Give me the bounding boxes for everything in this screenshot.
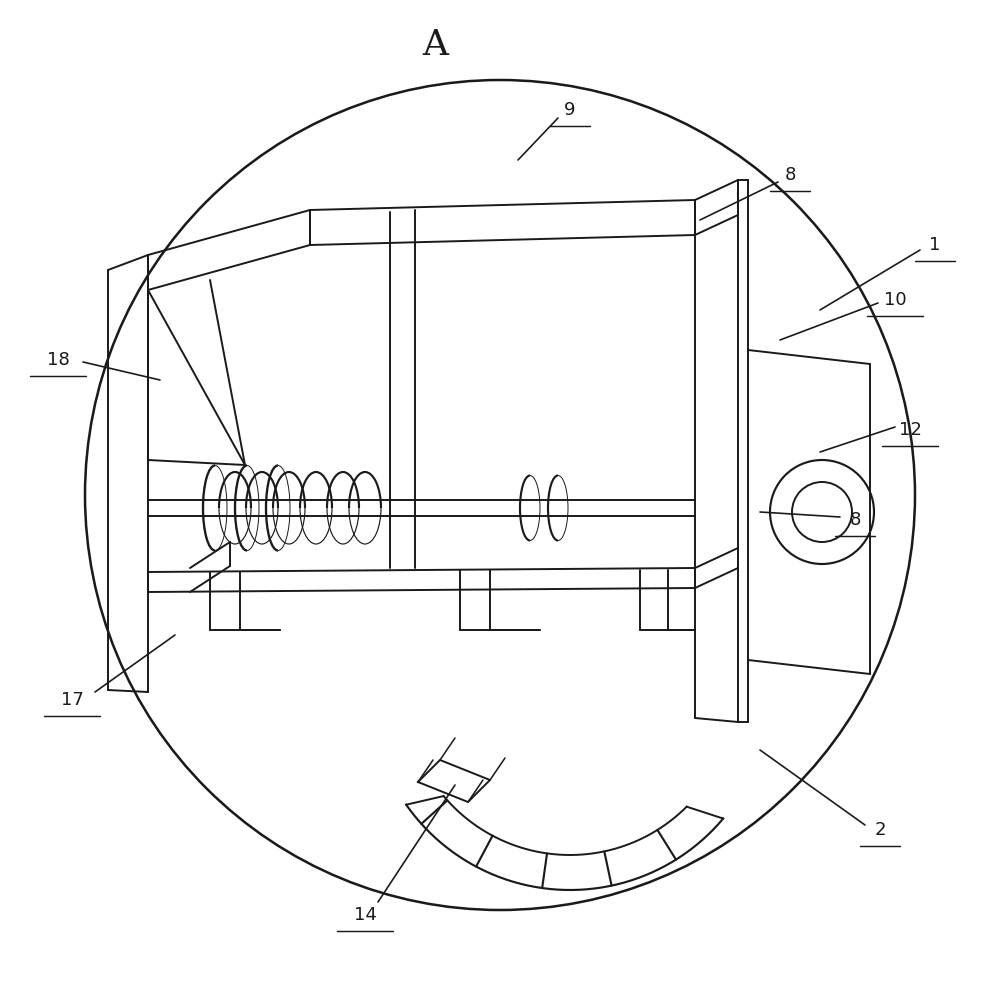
Text: 9: 9 (564, 101, 576, 119)
Text: 17: 17 (61, 691, 83, 709)
Text: 8: 8 (849, 511, 861, 529)
Text: 10: 10 (884, 291, 906, 309)
Text: 14: 14 (354, 906, 376, 924)
Text: 12: 12 (899, 421, 921, 439)
Text: 18: 18 (47, 351, 69, 369)
Text: A: A (422, 28, 448, 62)
Text: 8: 8 (784, 166, 796, 184)
Text: 1: 1 (929, 236, 941, 254)
Text: 2: 2 (874, 821, 886, 839)
